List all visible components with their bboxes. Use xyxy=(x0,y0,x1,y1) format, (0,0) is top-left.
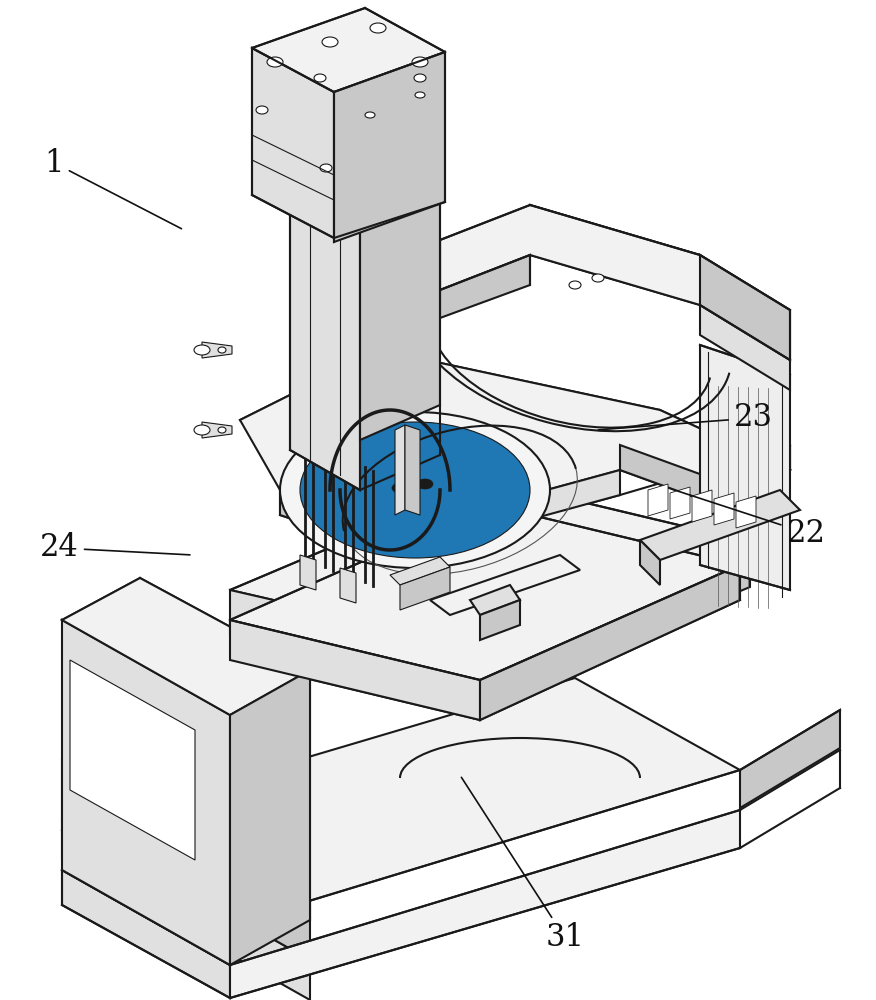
Ellipse shape xyxy=(256,106,268,114)
Polygon shape xyxy=(700,345,790,590)
Polygon shape xyxy=(692,490,712,522)
Polygon shape xyxy=(230,810,740,998)
Polygon shape xyxy=(440,255,530,318)
Polygon shape xyxy=(620,445,790,510)
Polygon shape xyxy=(700,255,790,360)
Polygon shape xyxy=(70,660,195,860)
Text: 1: 1 xyxy=(45,147,181,229)
Ellipse shape xyxy=(194,345,210,355)
Polygon shape xyxy=(440,205,790,360)
Polygon shape xyxy=(700,305,790,390)
Polygon shape xyxy=(230,590,490,695)
Ellipse shape xyxy=(569,281,581,289)
Ellipse shape xyxy=(392,483,408,493)
Polygon shape xyxy=(280,490,400,555)
Polygon shape xyxy=(240,350,790,530)
Polygon shape xyxy=(405,425,420,515)
Ellipse shape xyxy=(414,74,426,82)
Polygon shape xyxy=(390,557,450,585)
Polygon shape xyxy=(230,505,740,680)
Ellipse shape xyxy=(320,164,332,172)
Ellipse shape xyxy=(415,92,425,98)
Ellipse shape xyxy=(322,37,338,47)
Polygon shape xyxy=(62,820,310,1000)
Polygon shape xyxy=(470,585,520,615)
Ellipse shape xyxy=(592,274,604,282)
Polygon shape xyxy=(290,150,360,490)
Polygon shape xyxy=(670,487,690,519)
Polygon shape xyxy=(395,425,405,515)
Polygon shape xyxy=(230,480,750,650)
Polygon shape xyxy=(252,48,334,238)
Polygon shape xyxy=(360,155,440,440)
Polygon shape xyxy=(740,710,840,808)
Polygon shape xyxy=(62,578,310,715)
Polygon shape xyxy=(290,115,440,190)
Polygon shape xyxy=(334,52,445,242)
Polygon shape xyxy=(62,870,230,998)
Ellipse shape xyxy=(417,479,433,489)
Polygon shape xyxy=(230,620,480,720)
Polygon shape xyxy=(736,496,756,528)
Polygon shape xyxy=(300,555,316,590)
Polygon shape xyxy=(62,678,740,925)
Text: 23: 23 xyxy=(598,402,773,434)
Polygon shape xyxy=(340,568,356,603)
Polygon shape xyxy=(400,470,620,555)
Ellipse shape xyxy=(280,412,550,568)
Ellipse shape xyxy=(267,57,283,67)
Polygon shape xyxy=(648,484,668,516)
Text: 31: 31 xyxy=(462,777,584,954)
Ellipse shape xyxy=(78,686,122,714)
Polygon shape xyxy=(480,600,520,640)
Polygon shape xyxy=(530,205,700,305)
Polygon shape xyxy=(230,670,310,965)
Polygon shape xyxy=(714,493,734,525)
Polygon shape xyxy=(430,555,580,615)
Ellipse shape xyxy=(365,112,375,118)
Polygon shape xyxy=(62,760,310,960)
Polygon shape xyxy=(400,567,450,610)
Polygon shape xyxy=(202,422,232,438)
Polygon shape xyxy=(252,8,445,92)
Polygon shape xyxy=(640,540,660,585)
Ellipse shape xyxy=(300,422,530,558)
Ellipse shape xyxy=(218,347,226,353)
Ellipse shape xyxy=(370,23,386,33)
Ellipse shape xyxy=(314,74,326,82)
Text: 24: 24 xyxy=(40,532,190,564)
Text: 22: 22 xyxy=(677,491,825,548)
Ellipse shape xyxy=(412,57,428,67)
Polygon shape xyxy=(640,490,800,560)
Ellipse shape xyxy=(218,427,226,433)
Ellipse shape xyxy=(194,425,210,435)
Polygon shape xyxy=(202,342,232,358)
Polygon shape xyxy=(480,565,740,720)
Polygon shape xyxy=(490,542,750,695)
Polygon shape xyxy=(62,620,230,965)
